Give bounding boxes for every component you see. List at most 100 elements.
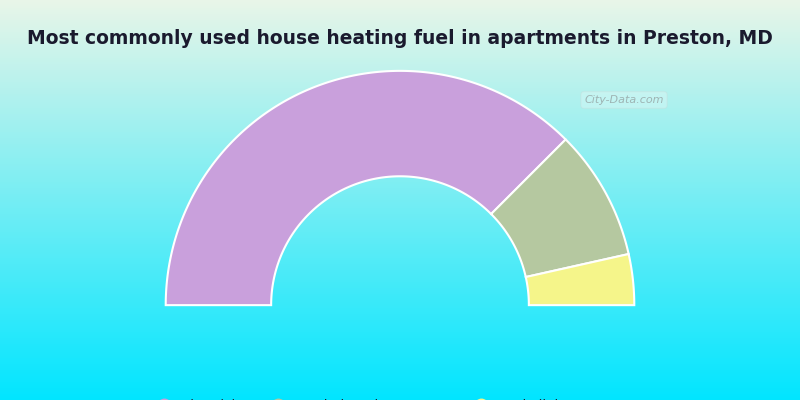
Bar [0,344,800,346]
Bar [0,32,800,34]
Bar [0,90,800,92]
Bar [0,336,800,338]
Bar [0,388,800,390]
Bar [0,278,800,280]
Bar [0,14,800,16]
Bar [0,62,800,64]
Bar [0,354,800,356]
Bar [0,52,800,54]
Bar [0,284,800,286]
Bar [0,166,800,168]
Bar [0,296,800,298]
Bar [0,106,800,108]
Bar [0,218,800,220]
Bar [0,334,800,336]
Bar [0,30,800,32]
Bar [0,210,800,212]
Bar [0,328,800,330]
Bar [0,104,800,106]
Bar [0,126,800,128]
Bar [0,136,800,138]
Bar [0,364,800,366]
Bar [0,26,800,28]
Bar [0,180,800,182]
Bar [0,98,800,100]
Bar [0,308,800,310]
Bar [0,154,800,156]
Bar [0,362,800,364]
Bar [0,224,800,226]
Bar [0,256,800,258]
Bar [0,390,800,392]
Bar [0,360,800,362]
Legend: Electricity, Bottled, tank, or LP gas, Fuel oil, kerosene, etc.: Electricity, Bottled, tank, or LP gas, F… [146,394,654,400]
Bar [0,262,800,264]
Bar [0,182,800,184]
Bar [0,150,800,152]
Bar [0,272,800,274]
Bar [0,122,800,124]
Bar [0,384,800,386]
Bar [0,268,800,270]
Bar [0,110,800,112]
Bar [0,64,800,66]
Bar [0,132,800,134]
Bar [0,232,800,234]
Bar [0,236,800,238]
Bar [0,74,800,76]
Bar [0,356,800,358]
Bar [0,40,800,42]
Bar [0,130,800,132]
Bar [0,200,800,202]
Bar [0,206,800,208]
Bar [0,102,800,104]
Polygon shape [526,254,634,305]
Bar [0,56,800,58]
Bar [0,276,800,278]
Bar [0,58,800,60]
Bar [0,134,800,136]
Bar [0,372,800,374]
Bar [0,82,800,84]
Bar [0,172,800,174]
Bar [0,378,800,380]
Bar [0,192,800,194]
Polygon shape [166,71,566,305]
Bar [0,34,800,36]
Bar [0,324,800,326]
Bar [0,184,800,186]
Text: Most commonly used house heating fuel in apartments in Preston, MD: Most commonly used house heating fuel in… [27,29,773,48]
Bar [0,286,800,288]
Bar [0,142,800,144]
Bar [0,6,800,8]
Bar [0,370,800,372]
Bar [0,342,800,344]
Bar [0,78,800,80]
Bar [0,84,800,86]
Bar [0,208,800,210]
Bar [0,266,800,268]
Bar [0,68,800,70]
Bar [0,226,800,228]
Bar [0,300,800,302]
Bar [0,294,800,296]
Bar [0,350,800,352]
Bar [0,96,800,98]
Bar [0,158,800,160]
Bar [0,86,800,88]
Bar [0,230,800,232]
Bar [0,160,800,162]
Bar [0,48,800,50]
Bar [0,374,800,376]
Text: City-Data.com: City-Data.com [584,95,664,105]
Bar [0,380,800,382]
Bar [0,386,800,388]
Bar [0,0,800,2]
Bar [0,196,800,198]
Bar [0,100,800,102]
Bar [0,304,800,306]
Bar [0,178,800,180]
Bar [0,92,800,94]
Bar [0,20,800,22]
Bar [0,330,800,332]
